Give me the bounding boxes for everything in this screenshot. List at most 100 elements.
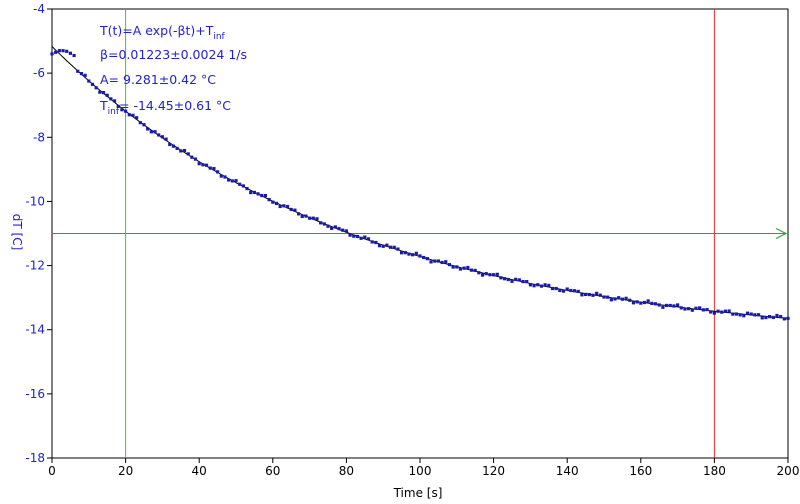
data-point (282, 204, 286, 208)
data-point (716, 309, 720, 313)
data-point (146, 127, 150, 131)
horizontal-marker-arrow (775, 228, 788, 239)
data-point (565, 287, 569, 291)
data-point (65, 49, 69, 53)
data-point (635, 300, 639, 304)
data-point (745, 311, 750, 315)
data-point (628, 298, 632, 302)
data-point (227, 178, 231, 182)
data-point (83, 73, 87, 77)
x-tick-label: 100 (409, 464, 432, 478)
data-point (160, 135, 164, 139)
data-point (72, 53, 76, 58)
data-point (595, 291, 599, 295)
data-point (731, 312, 735, 316)
data-point (197, 162, 201, 166)
data-point (492, 273, 496, 277)
data-point (252, 190, 256, 195)
y-tick-label: -16 (25, 387, 45, 401)
data-point (624, 296, 628, 300)
data-point (79, 72, 84, 76)
data-point (536, 283, 540, 287)
data-point (525, 279, 529, 284)
x-axis-title: Time [s] (393, 486, 443, 500)
data-point (87, 79, 91, 83)
data-point (617, 296, 621, 300)
y-tick-label: -10 (25, 194, 45, 208)
data-point (392, 245, 396, 249)
data-point (388, 245, 393, 249)
data-point (786, 316, 790, 321)
data-point (679, 306, 683, 310)
data-point (576, 289, 580, 294)
data-point (455, 265, 459, 269)
data-point (208, 166, 212, 170)
data-point (175, 146, 179, 150)
data-point (749, 312, 753, 316)
data-point (429, 260, 433, 264)
data-point (657, 303, 661, 307)
data-point (344, 229, 348, 233)
x-tick-label: 160 (629, 464, 652, 478)
data-point (216, 170, 220, 174)
data-point (639, 301, 643, 305)
data-point (602, 295, 606, 299)
x-tick-label: 0 (48, 464, 56, 478)
data-point (204, 163, 209, 167)
data-point (256, 192, 260, 196)
data-point (308, 216, 312, 220)
data-point (285, 204, 290, 209)
data-point (528, 283, 532, 287)
data-point (547, 283, 551, 288)
data-point (591, 293, 595, 297)
data-point (274, 201, 279, 206)
data-point (230, 179, 234, 183)
data-point (676, 303, 680, 307)
y-tick-label: -12 (25, 259, 45, 273)
data-point (186, 152, 190, 156)
data-point (263, 193, 268, 198)
fit-curve (51, 46, 789, 319)
data-point (374, 240, 378, 245)
data-point (532, 284, 536, 288)
data-point (381, 244, 385, 248)
data-point (433, 259, 437, 263)
data-point (120, 108, 124, 112)
data-point (514, 277, 518, 281)
data-point (164, 137, 168, 141)
x-tick-label: 60 (265, 464, 280, 478)
data-point (135, 116, 139, 120)
data-point (469, 268, 474, 272)
data-point (322, 222, 326, 226)
data-point (517, 278, 521, 282)
data-point (558, 288, 562, 293)
data-point (782, 317, 786, 321)
data-point (330, 226, 334, 230)
data-point (234, 179, 238, 183)
data-point (278, 204, 282, 209)
data-point (480, 273, 485, 277)
data-point (698, 306, 702, 310)
data-point (734, 312, 739, 316)
x-tick-label: 20 (118, 464, 133, 478)
data-point (193, 157, 198, 161)
data-point (451, 265, 455, 269)
data-point (727, 309, 731, 313)
y-tick-label: -6 (33, 66, 45, 80)
data-point (260, 193, 264, 198)
data-point (90, 82, 95, 86)
data-point (149, 130, 153, 134)
data-point (153, 130, 157, 134)
data-point (289, 207, 293, 212)
data-point (753, 313, 757, 317)
data-point (267, 198, 271, 202)
annotation-tinf: Tinf= -14.45±0.61 °C (99, 98, 231, 117)
data-point (447, 263, 452, 267)
x-tick-label: 140 (556, 464, 579, 478)
data-point (377, 244, 382, 248)
data-point (124, 109, 128, 113)
data-point (554, 286, 558, 291)
data-point (495, 272, 499, 276)
y-tick-label: -8 (33, 130, 45, 144)
data-point (68, 51, 72, 55)
